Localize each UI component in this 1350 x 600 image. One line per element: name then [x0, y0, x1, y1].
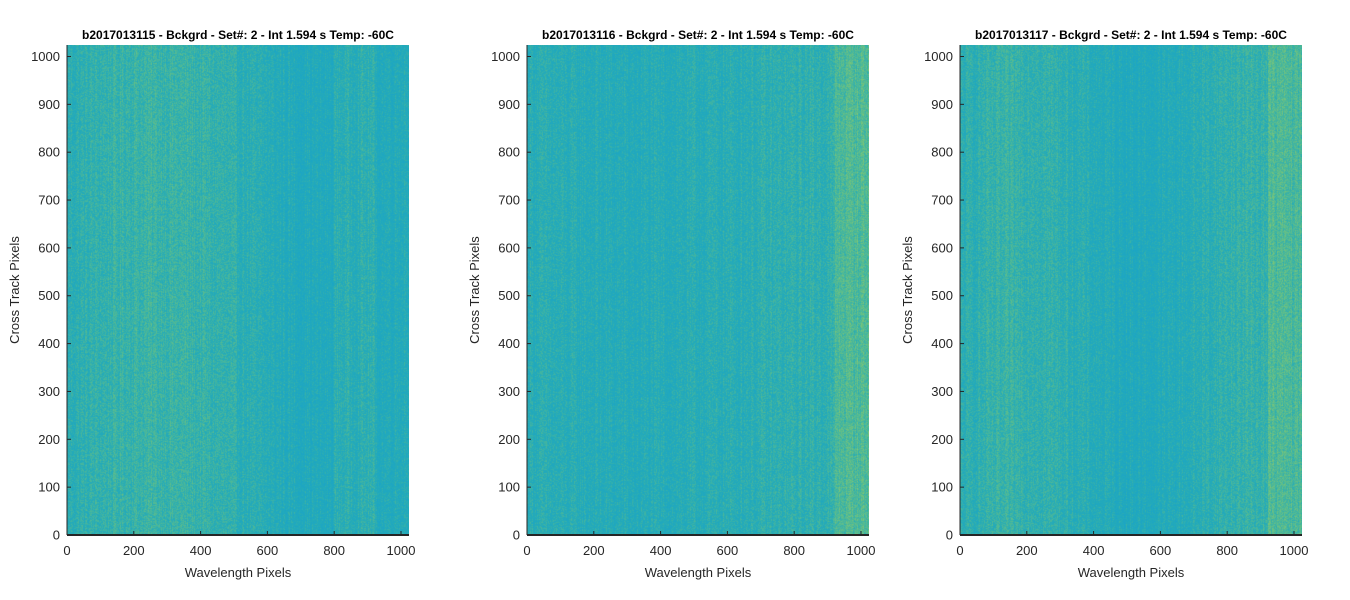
- y-tick-label: 200: [38, 432, 60, 447]
- y-tick-label: 1000: [491, 49, 520, 64]
- y-tick-label: 400: [38, 336, 60, 351]
- y-tick-label: 700: [38, 193, 60, 208]
- y-tick-label: 100: [498, 480, 520, 495]
- y-tick-label: 600: [498, 240, 520, 255]
- y-tick-label: 100: [38, 480, 60, 495]
- y-tick-label: 300: [931, 384, 953, 399]
- y-tick-label: 600: [38, 240, 60, 255]
- chart-panel-1: 0 200 400 600 800 1000 0 100 200 300 400 500 600 700 8…: [7, 28, 415, 580]
- x-tick-label: 600: [1150, 543, 1172, 558]
- y-tick-label: 700: [498, 193, 520, 208]
- y-axis-label: Cross Track Pixels: [900, 236, 915, 344]
- x-tick-label: 0: [523, 543, 530, 558]
- x-tick-label: 0: [956, 543, 963, 558]
- y-tick-label: 100: [931, 480, 953, 495]
- x-tick-label: 0: [63, 543, 70, 558]
- x-tick-label: 1000: [387, 543, 416, 558]
- y-tick-label: 200: [931, 432, 953, 447]
- y-tick-label: 600: [931, 240, 953, 255]
- y-tick-label: 0: [53, 528, 60, 543]
- y-tick-label: 400: [931, 336, 953, 351]
- y-tick-label: 700: [931, 193, 953, 208]
- y-tick-label: 800: [498, 145, 520, 160]
- y-tick-label: 300: [38, 384, 60, 399]
- chart-title: b2017013116 - Bckgrd - Set#: 2 - Int 1.5…: [542, 28, 854, 42]
- heatmap-image: [960, 45, 1302, 535]
- y-axis-label: Cross Track Pixels: [7, 236, 22, 344]
- y-tick-label: 800: [931, 145, 953, 160]
- y-tick-label: 300: [498, 384, 520, 399]
- x-tick-label: 200: [123, 543, 145, 558]
- y-tick-label: 0: [513, 528, 520, 543]
- y-tick-label: 400: [498, 336, 520, 351]
- heatmap-image: [527, 45, 869, 535]
- y-tick-label: 900: [498, 97, 520, 112]
- x-tick-label: 400: [1083, 543, 1105, 558]
- chart-title: b2017013115 - Bckgrd - Set#: 2 - Int 1.5…: [82, 28, 394, 42]
- y-tick-label: 1000: [31, 49, 60, 64]
- x-tick-label: 600: [257, 543, 279, 558]
- x-tick-label: 1000: [847, 543, 876, 558]
- heatmap-image: [67, 45, 409, 535]
- y-tick-label: 0: [946, 528, 953, 543]
- y-tick-label: 900: [38, 97, 60, 112]
- y-tick-label: 500: [931, 288, 953, 303]
- x-tick-label: 400: [650, 543, 672, 558]
- x-tick-label: 800: [783, 543, 805, 558]
- y-tick-label: 1000: [924, 49, 953, 64]
- chart-panel-2: 0 200 400 600 800 1000 0 100 200 300 400 500 600 700 8…: [467, 28, 875, 580]
- x-tick-label: 400: [190, 543, 212, 558]
- y-tick-label: 500: [38, 288, 60, 303]
- x-axis-label: Wavelength Pixels: [185, 565, 292, 580]
- y-tick-label: 900: [931, 97, 953, 112]
- y-tick-label: 200: [498, 432, 520, 447]
- x-tick-label: 600: [717, 543, 739, 558]
- x-tick-label: 800: [323, 543, 345, 558]
- x-tick-label: 800: [1216, 543, 1238, 558]
- y-axis-label: Cross Track Pixels: [467, 236, 482, 344]
- chart-title: b2017013117 - Bckgrd - Set#: 2 - Int 1.5…: [975, 28, 1287, 42]
- x-axis-label: Wavelength Pixels: [645, 565, 752, 580]
- y-tick-label: 500: [498, 288, 520, 303]
- x-tick-label: 200: [1016, 543, 1038, 558]
- x-tick-label: 200: [583, 543, 605, 558]
- x-tick-label: 1000: [1280, 543, 1309, 558]
- chart-panel-3: 0 200 400 600 800 1000 0 100 200 300 400 500 600 700 8…: [900, 28, 1308, 580]
- x-axis-label: Wavelength Pixels: [1078, 565, 1185, 580]
- y-tick-label: 800: [38, 145, 60, 160]
